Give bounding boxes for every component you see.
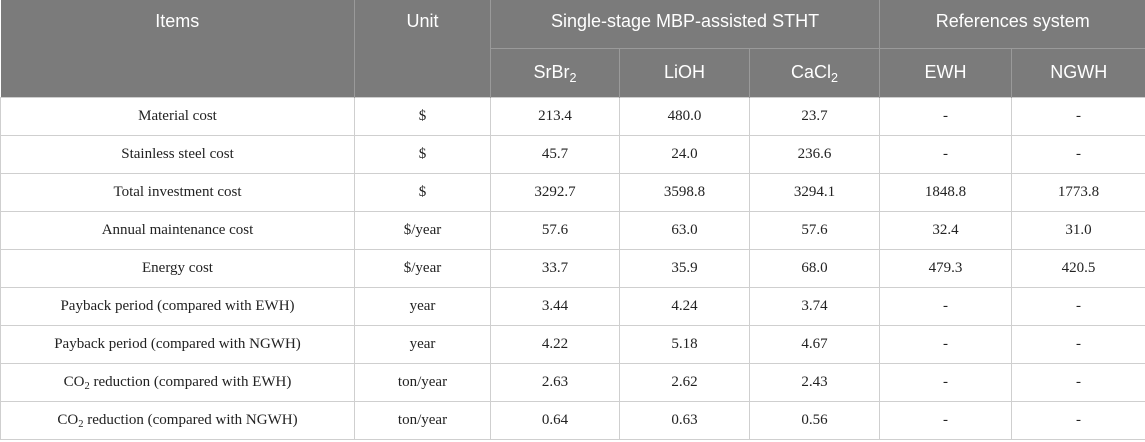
cell-ewh: 32.4 bbox=[879, 210, 1013, 250]
cell-ngwh: - bbox=[1011, 362, 1145, 402]
cell-item-post: reduction (compared with EWH) bbox=[89, 373, 292, 390]
cell-ewh: - bbox=[879, 324, 1013, 364]
header-unit: Unit bbox=[354, 0, 491, 97]
cell-ewh: - bbox=[879, 134, 1013, 174]
cell-lioh: 2.62 bbox=[619, 362, 750, 402]
header-group-stht: Single-stage MBP-assisted STHT bbox=[489, 0, 881, 49]
cell-ngwh: - bbox=[1011, 324, 1145, 364]
table-row: Payback period (compared with NGWH) year… bbox=[0, 324, 1145, 364]
cell-srbr2: 2.63 bbox=[490, 362, 620, 402]
cell-ngwh: 420.5 bbox=[1011, 248, 1145, 288]
cell-unit: $ bbox=[354, 96, 491, 136]
cell-lioh: 24.0 bbox=[619, 134, 750, 174]
table-row: Material cost $ 213.4 480.0 23.7 - - bbox=[0, 96, 1145, 136]
table-row: Stainless steel cost $ 45.7 24.0 236.6 -… bbox=[0, 134, 1145, 174]
cell-unit: year bbox=[354, 286, 491, 326]
header-ewh: EWH bbox=[879, 47, 1013, 97]
cell-unit: ton/year bbox=[354, 400, 491, 440]
cell-item: CO2 reduction (compared with NGWH) bbox=[0, 400, 355, 440]
header-srbr2-sub: 2 bbox=[569, 70, 577, 85]
cell-srbr2: 213.4 bbox=[490, 96, 620, 136]
cell-item: Total investment cost bbox=[0, 172, 355, 212]
cell-item-sub: 2 bbox=[78, 418, 84, 430]
cell-ngwh: - bbox=[1011, 96, 1145, 136]
table-body: Material cost $ 213.4 480.0 23.7 - - Sta… bbox=[0, 96, 1145, 440]
table-row: Energy cost $/year 33.7 35.9 68.0 479.3 … bbox=[0, 248, 1145, 288]
cell-srbr2: 4.22 bbox=[490, 324, 620, 364]
cell-ngwh: 31.0 bbox=[1011, 210, 1145, 250]
cell-srbr2: 57.6 bbox=[490, 210, 620, 250]
header-cacl2-sub: 2 bbox=[831, 70, 839, 85]
table-row: CO2 reduction (compared with EWH) ton/ye… bbox=[0, 362, 1145, 402]
cell-unit: year bbox=[354, 324, 491, 364]
cell-lioh: 35.9 bbox=[619, 248, 750, 288]
cell-unit: $/year bbox=[354, 210, 491, 250]
cell-ewh: - bbox=[879, 96, 1013, 136]
cell-lioh: 4.24 bbox=[619, 286, 750, 326]
table-header: Items Unit Single-stage MBP-assisted STH… bbox=[0, 0, 1145, 97]
header-ngwh: NGWH bbox=[1011, 47, 1145, 97]
table-row: CO2 reduction (compared with NGWH) ton/y… bbox=[0, 400, 1145, 440]
cell-ewh: 1848.8 bbox=[879, 172, 1013, 212]
cell-unit: $/year bbox=[354, 248, 491, 288]
cell-item: Energy cost bbox=[0, 248, 355, 288]
cell-lioh: 5.18 bbox=[619, 324, 750, 364]
cell-cacl2: 0.56 bbox=[748, 400, 881, 440]
header-lioh: LiOH bbox=[619, 47, 750, 97]
cell-ngwh: - bbox=[1011, 286, 1145, 326]
cell-ngwh: - bbox=[1011, 134, 1145, 174]
cell-cacl2: 236.6 bbox=[748, 134, 881, 174]
header-items: Items bbox=[0, 0, 355, 97]
cell-item: Stainless steel cost bbox=[0, 134, 355, 174]
header-cacl2-base: CaCl bbox=[791, 62, 832, 82]
cell-srbr2: 33.7 bbox=[490, 248, 620, 288]
cell-lioh: 480.0 bbox=[619, 96, 750, 136]
cell-item-pre: CO bbox=[57, 411, 79, 428]
header-cacl2: CaCl2 bbox=[748, 47, 881, 97]
cell-ewh: - bbox=[879, 286, 1013, 326]
cell-ngwh: - bbox=[1011, 400, 1145, 440]
table-row: Total investment cost $ 3292.7 3598.8 32… bbox=[0, 172, 1145, 212]
cell-lioh: 3598.8 bbox=[619, 172, 750, 212]
cell-lioh: 0.63 bbox=[619, 400, 750, 440]
cell-item: Payback period (compared with NGWH) bbox=[0, 324, 355, 364]
cell-item: Payback period (compared with EWH) bbox=[0, 286, 355, 326]
cell-unit: ton/year bbox=[354, 362, 491, 402]
cell-cacl2: 2.43 bbox=[748, 362, 881, 402]
cell-cacl2: 23.7 bbox=[748, 96, 881, 136]
cell-item-post: reduction (compared with NGWH) bbox=[83, 411, 298, 428]
table-row: Annual maintenance cost $/year 57.6 63.0… bbox=[0, 210, 1145, 250]
cell-ewh: 479.3 bbox=[879, 248, 1013, 288]
cell-ngwh: 1773.8 bbox=[1011, 172, 1145, 212]
cell-unit: $ bbox=[354, 134, 491, 174]
cell-item: Annual maintenance cost bbox=[0, 210, 355, 250]
cell-cacl2: 68.0 bbox=[748, 248, 881, 288]
cell-cacl2: 3294.1 bbox=[748, 172, 881, 212]
cell-item-sub: 2 bbox=[84, 380, 90, 392]
header-srbr2: SrBr2 bbox=[490, 47, 620, 97]
table-row: Payback period (compared with EWH) year … bbox=[0, 286, 1145, 326]
cell-lioh: 63.0 bbox=[619, 210, 750, 250]
cell-srbr2: 45.7 bbox=[490, 134, 620, 174]
cell-ewh: - bbox=[879, 362, 1013, 402]
cell-ewh: - bbox=[879, 400, 1013, 440]
cell-cacl2: 4.67 bbox=[748, 324, 881, 364]
cell-srbr2: 3.44 bbox=[490, 286, 620, 326]
header-group-reference: References system bbox=[879, 0, 1145, 49]
cell-srbr2: 0.64 bbox=[490, 400, 620, 440]
cell-srbr2: 3292.7 bbox=[490, 172, 620, 212]
cell-cacl2: 57.6 bbox=[748, 210, 881, 250]
cell-item: Material cost bbox=[0, 96, 355, 136]
header-srbr2-base: SrBr bbox=[533, 62, 570, 82]
cell-cacl2: 3.74 bbox=[748, 286, 881, 326]
cell-item-pre: CO bbox=[63, 373, 85, 390]
cell-unit: $ bbox=[354, 172, 491, 212]
cell-item: CO2 reduction (compared with EWH) bbox=[0, 362, 355, 402]
